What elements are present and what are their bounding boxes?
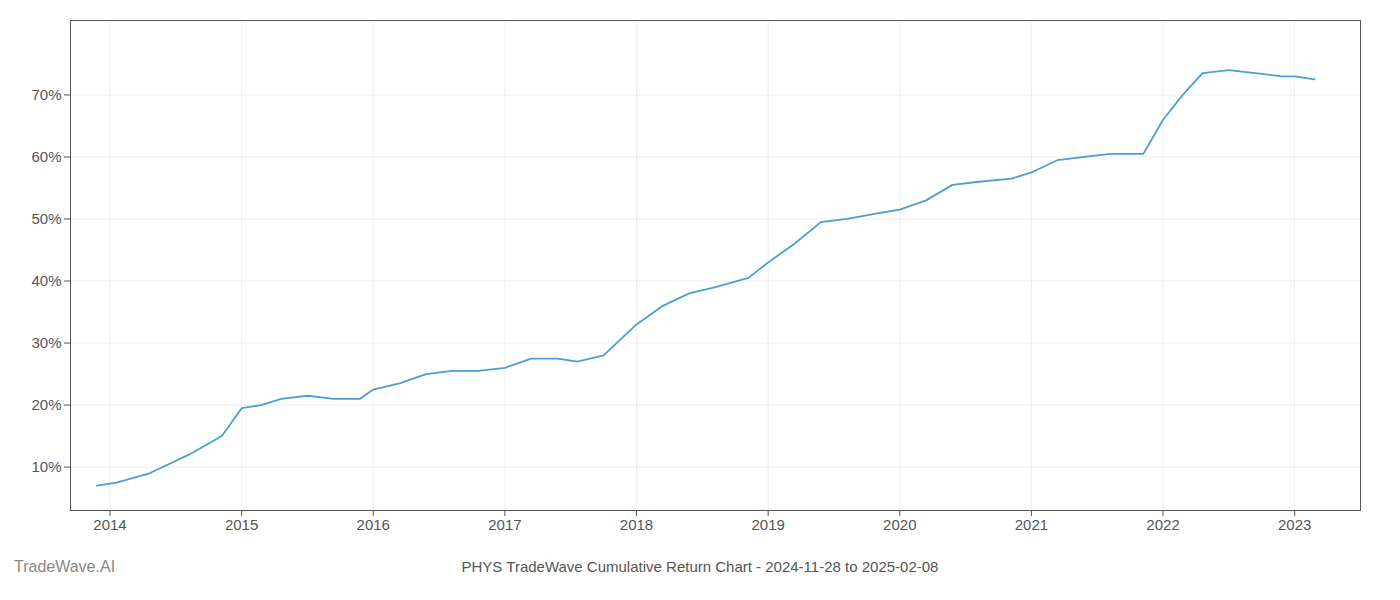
svg-text:2016: 2016 [357,516,390,533]
svg-text:30%: 30% [31,334,61,351]
svg-text:2021: 2021 [1015,516,1048,533]
svg-text:2019: 2019 [751,516,784,533]
html-text:PHYS TradeWave Cumulative Retu: PHYS TradeWave Cumulative Return Chart -… [461,558,939,575]
svg-text:2014: 2014 [93,516,126,533]
svg-text:10%: 10% [31,458,61,475]
svg-text:2015: 2015 [225,516,258,533]
svg-text:2020: 2020 [883,516,916,533]
svg-text:2017: 2017 [488,516,521,533]
svg-text:2023: 2023 [1278,516,1311,533]
svg-text:60%: 60% [31,148,61,165]
svg-text:2022: 2022 [1146,516,1179,533]
svg-text:50%: 50% [31,210,61,227]
svg-text:2018: 2018 [620,516,653,533]
html-text:TradeWave.AI: TradeWave.AI [14,558,116,575]
svg-text:20%: 20% [31,396,61,413]
svg-text:40%: 40% [31,272,61,289]
svg-text:70%: 70% [31,86,61,103]
